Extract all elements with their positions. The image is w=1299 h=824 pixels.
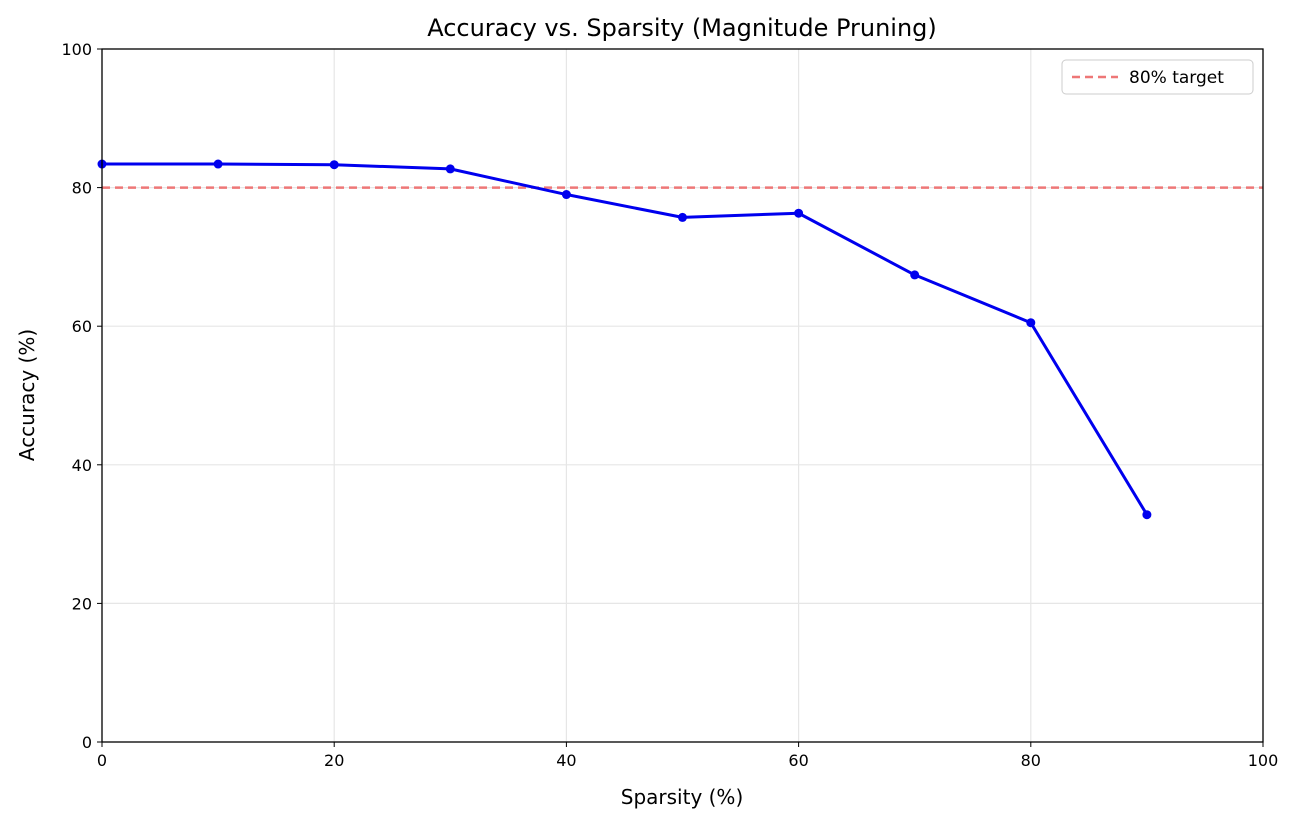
data-point bbox=[329, 160, 339, 170]
chart-title: Accuracy vs. Sparsity (Magnitude Pruning… bbox=[427, 14, 937, 42]
legend-box bbox=[1061, 59, 1254, 95]
data-point bbox=[445, 164, 455, 174]
accuracy-line bbox=[102, 162, 1149, 516]
data-point bbox=[1142, 510, 1152, 520]
plot-frame bbox=[101, 48, 1264, 743]
x-tick-label: 0 bbox=[97, 751, 107, 770]
y-tick-label: 20 bbox=[72, 594, 92, 613]
x-tick-label: 60 bbox=[788, 751, 808, 770]
y-tick-label: 40 bbox=[72, 456, 92, 475]
y-tick-label: 0 bbox=[82, 733, 92, 752]
x-tick-label: 80 bbox=[1021, 751, 1041, 770]
legend: 80% target bbox=[1061, 59, 1254, 95]
axis-ticks: 0 20 40 60 80 100 0 20 40 60 80 100 bbox=[61, 40, 1278, 770]
data-point bbox=[678, 212, 687, 222]
x-tick-label: 100 bbox=[1248, 751, 1279, 770]
data-point bbox=[1026, 318, 1036, 328]
x-axis-label: Sparsity (%) bbox=[621, 785, 744, 809]
data-point bbox=[910, 270, 920, 280]
x-tick-label: 20 bbox=[324, 751, 344, 770]
data-point bbox=[213, 159, 223, 169]
data-point bbox=[561, 190, 571, 200]
y-tick-label: 60 bbox=[72, 317, 92, 336]
x-tick-label: 40 bbox=[556, 751, 576, 770]
data-point bbox=[794, 208, 804, 218]
grid-lines bbox=[101, 48, 1264, 743]
y-tick-label: 80 bbox=[72, 179, 92, 198]
y-tick-label: 100 bbox=[61, 40, 92, 59]
legend-target-label: 80% target bbox=[1129, 68, 1224, 88]
y-axis-label: Accuracy (%) bbox=[15, 329, 39, 461]
